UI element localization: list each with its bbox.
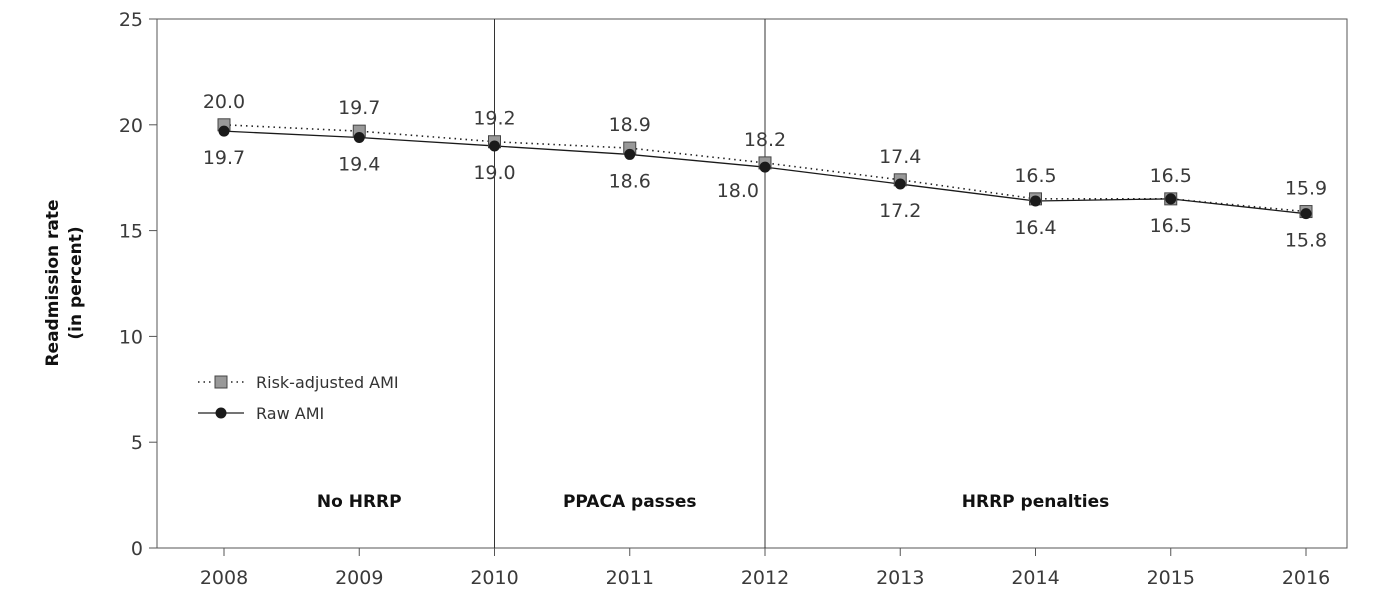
raw-point (489, 140, 500, 152)
risk-adjusted-value-label: 19.7 (338, 97, 380, 119)
x-tick-label: 2015 (1147, 567, 1195, 589)
raw-value-label: 16.5 (1150, 215, 1192, 237)
raw-point (759, 161, 771, 173)
raw-value-label: 19.4 (338, 153, 380, 175)
y-axis-title-line2: (in percent) (66, 226, 86, 339)
x-tick-label: 2012 (741, 567, 789, 589)
x-tick-label: 2013 (876, 567, 924, 589)
raw-value-label: 16.4 (1014, 217, 1056, 239)
y-axis-title-line1: Readmission rate (43, 199, 63, 366)
legend-marker-square (214, 375, 228, 389)
risk-adjusted-value-label: 18.9 (609, 114, 651, 136)
period-label: PPACA passes (563, 492, 697, 512)
y-tick-label: 25 (119, 9, 143, 31)
raw-point (624, 148, 636, 160)
x-tick-label: 2009 (335, 567, 383, 589)
raw-value-label: 19.7 (203, 147, 245, 169)
x-tick-label: 2011 (606, 567, 654, 589)
y-tick-label: 15 (119, 221, 143, 243)
raw-value-label: 19.0 (473, 162, 515, 184)
raw-value-label: 18.6 (609, 170, 651, 192)
risk-adjusted-value-label: 15.9 (1285, 178, 1327, 200)
risk-adjusted-value-label: 16.5 (1150, 165, 1192, 187)
risk-adjusted-value-label: 16.5 (1014, 165, 1056, 187)
x-tick-label: 2016 (1282, 567, 1330, 589)
raw-point (1300, 208, 1312, 220)
period-label: No HRRP (317, 492, 402, 512)
x-axis: 2008 2009 2010 2011 2012 2013 2014 2015 2016 (200, 548, 1330, 589)
raw-point (1030, 195, 1041, 207)
raw-value-label: 18.0 (717, 180, 759, 202)
legend: Risk-adjusted AMI Raw AMI (198, 373, 399, 423)
data-labels: 20.0 19.7 19.2 18.9 18.2 17.4 16.5 16.5 15.9 19.7… (203, 91, 1327, 252)
legend-label-risk-adjusted: Risk-adjusted AMI (256, 373, 399, 392)
raw-point (1165, 193, 1177, 205)
series-markers (217, 118, 1313, 220)
legend-label-raw: Raw AMI (256, 404, 324, 423)
x-tick-label: 2010 (470, 567, 518, 589)
x-tick-label: 2008 (200, 567, 248, 589)
y-tick-label: 20 (119, 115, 143, 137)
risk-adjusted-value-label: 20.0 (203, 91, 245, 113)
raw-point (353, 131, 365, 143)
risk-adjusted-value-label: 17.4 (879, 146, 921, 168)
y-axis: 0 5 10 15 20 25 (119, 9, 157, 560)
x-tick-label: 2014 (1011, 567, 1059, 589)
period-label: HRRP penalties (962, 492, 1110, 512)
y-tick-label: 0 (131, 538, 143, 560)
y-tick-label: 5 (131, 432, 143, 454)
risk-adjusted-value-label: 19.2 (473, 108, 515, 130)
period-dividers (494, 19, 766, 548)
raw-point (218, 125, 230, 137)
legend-marker-circle (215, 407, 227, 419)
raw-point (894, 178, 906, 190)
raw-value-label: 17.2 (879, 200, 921, 222)
plot-frame (156, 18, 1348, 549)
period-labels: No HRRP PPACA passes HRRP penalties (317, 492, 1109, 512)
y-tick-label: 10 (119, 326, 143, 348)
risk-adjusted-value-label: 18.2 (744, 129, 786, 151)
raw-value-label: 15.8 (1285, 230, 1327, 252)
